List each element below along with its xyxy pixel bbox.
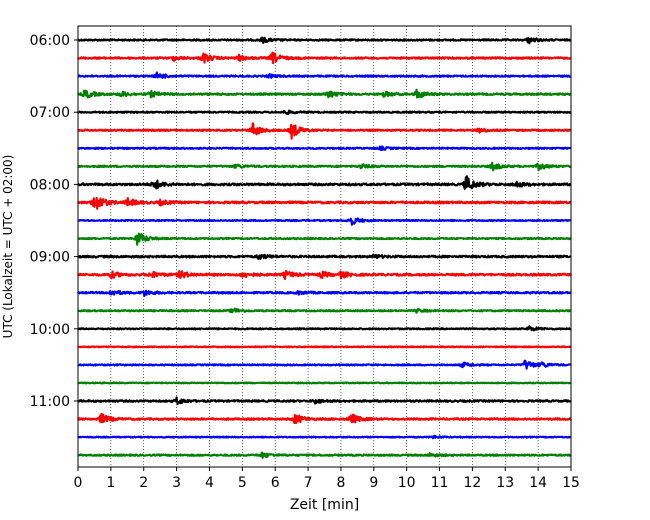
plot-frame — [77, 25, 572, 468]
y-tick-label: 06:00 — [30, 33, 70, 49]
x-tick-label: 7 — [304, 475, 313, 491]
x-tick-label: 0 — [74, 475, 83, 491]
x-tick-label: 5 — [238, 475, 247, 491]
trace-0830 — [77, 217, 572, 226]
x-tick-label: 13 — [496, 475, 514, 491]
y-tick-label: 11:00 — [30, 394, 70, 410]
trace-1145 — [77, 451, 572, 459]
y-axis-title: UTC (Lokalzeit = UTC + 02:00) — [1, 155, 15, 339]
y-tick-label: 07:00 — [30, 105, 70, 121]
y-tick-label: 08:00 — [30, 177, 70, 193]
trace-1115 — [77, 412, 572, 425]
trace-0930 — [77, 289, 572, 297]
y-axis-ticks: 06:00 07:00 08:00 09:00 10:00 11:00 — [30, 33, 78, 410]
x-tick-label: 10 — [398, 475, 416, 491]
y-tick-label: 10:00 — [30, 322, 70, 338]
trace-0945 — [77, 307, 572, 314]
trace-1000 — [77, 325, 572, 332]
x-tick-label: 3 — [172, 475, 181, 491]
x-tick-label: 15 — [562, 475, 580, 491]
trace-0745 — [77, 161, 572, 172]
x-tick-label: 6 — [271, 475, 280, 491]
x-axis-ticks: 0 1 2 3 4 5 6 7 8 9 10 11 12 13 14 15 — [74, 467, 580, 491]
trace-0915 — [77, 269, 572, 281]
y-tick-label: 09:00 — [30, 250, 70, 266]
trace-0645 — [77, 88, 572, 99]
trace-0630 — [77, 71, 572, 79]
x-tick-label: 14 — [529, 475, 547, 491]
trace-0700 — [77, 109, 572, 115]
trace-0800 — [77, 175, 572, 190]
trace-0730 — [77, 145, 572, 152]
trace-0900 — [77, 253, 572, 260]
x-tick-label: 2 — [139, 475, 148, 491]
trace-0815 — [77, 196, 572, 210]
trace-1130 — [77, 434, 572, 440]
trace-0600 — [77, 36, 572, 45]
x-tick-label: 1 — [106, 475, 115, 491]
x-tick-label: 12 — [463, 475, 481, 491]
x-axis-title: Zeit [min] — [290, 497, 359, 513]
trace-1045 — [77, 381, 572, 385]
x-tick-label: 8 — [336, 475, 345, 491]
trace-1030 — [77, 359, 572, 370]
x-tick-label: 11 — [431, 475, 449, 491]
trace-0615 — [77, 51, 572, 65]
x-tick-label: 4 — [205, 475, 214, 491]
trace-0715 — [77, 122, 572, 140]
x-tick-label: 9 — [369, 475, 378, 491]
trace-1100 — [77, 396, 572, 406]
traces — [77, 36, 572, 459]
trace-1015 — [77, 345, 572, 349]
trace-0845 — [77, 232, 572, 246]
